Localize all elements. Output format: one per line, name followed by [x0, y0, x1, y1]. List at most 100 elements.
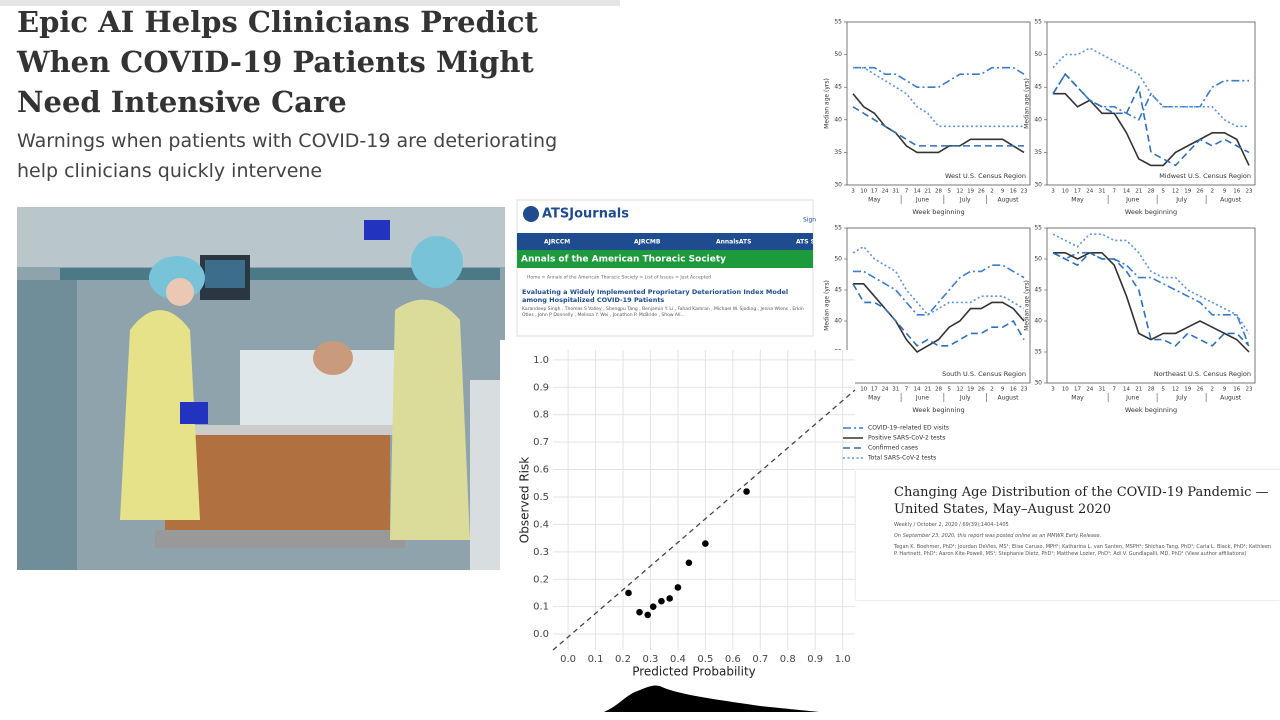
y-tick-label: 40 [834, 318, 842, 325]
x-tick-label: 16 [1010, 387, 1017, 393]
point [674, 584, 682, 591]
x-tick-label: 17 [1074, 387, 1081, 393]
month-label: July [1175, 197, 1187, 204]
x-tick-label: 19 [1184, 387, 1191, 393]
y-tick-label: 50 [1034, 51, 1042, 58]
month-label: June [915, 197, 929, 204]
x-tick-label: 0.3 [643, 654, 659, 665]
region-label: Northeast U.S. Census Region [1154, 370, 1251, 378]
y-tick-label: 0.4 [533, 519, 549, 530]
nav-item[interactable]: AJRCMB [634, 239, 661, 246]
x-tick-label: 5 [947, 189, 951, 195]
sign-in[interactable]: Sign [803, 217, 816, 224]
headline: Epic AI Helps Clinicians Predict When CO… [17, 5, 538, 119]
point [649, 603, 657, 610]
x-tick-label: 3 [1051, 387, 1055, 393]
y-axis-title: Median age (yrs) [1024, 280, 1031, 331]
x-tick-label: 0.0 [560, 654, 576, 665]
series-line [852, 106, 1024, 147]
y-tick-label: 0.7 [533, 437, 549, 448]
x-tick-label: 2 [990, 189, 994, 195]
x-tick-label: 0.6 [725, 654, 741, 665]
x-tick-label: 31 [1099, 189, 1106, 195]
journal-screenshot: ATSJournals Sign AJRCCM AJRCMB AnnalsATS… [516, 199, 816, 337]
month-label: June [915, 395, 929, 402]
series-line [853, 283, 1025, 354]
y-tick-label: 45 [834, 287, 842, 294]
x-tick-label: 0.8 [780, 654, 796, 665]
article-title[interactable]: Evaluating a Widely Implemented Propriet… [522, 288, 789, 304]
legend-label: COVID-19–related ED visits [868, 425, 949, 432]
y-axis-title: Median age (yrs) [1024, 78, 1031, 129]
x-tick-label: 24 [1086, 189, 1093, 195]
y-tick-label: 50 [1034, 256, 1042, 263]
y-tick-label: 0.8 [533, 410, 549, 421]
month-label: May [868, 197, 881, 204]
y-tick-label: 55 [1034, 19, 1042, 26]
plot-frame [1046, 227, 1256, 384]
region-label: Midwest U.S. Census Region [1159, 172, 1251, 180]
x-tick-label: 0.2 [615, 654, 631, 665]
x-tick-label: 9 [1223, 387, 1227, 393]
x-tick-label: 7 [1113, 189, 1117, 195]
x-tick-label: 28 [1148, 387, 1155, 393]
nav-item[interactable]: ATS S [796, 239, 815, 246]
nav-item[interactable]: AJRCCM [544, 239, 570, 246]
x-tick-label: 16 [1010, 189, 1017, 195]
x-tick-label: 31 [892, 387, 899, 393]
x-tick-label: 0.5 [697, 654, 713, 665]
x-tick-label: 24 [882, 189, 889, 195]
subheadline: Warnings when patients with COVID-19 are… [17, 130, 558, 182]
breadcrumb: Home > Annals of the American Thoracic S… [527, 275, 711, 281]
series-line [853, 264, 1025, 316]
plot-frame [846, 227, 1031, 384]
x-tick-label: 21 [1135, 189, 1142, 195]
plot-frame [1046, 21, 1256, 186]
x-tick-label: 26 [978, 189, 985, 195]
y-tick-label: 45 [1034, 84, 1042, 91]
x-tick-label: 0.4 [670, 654, 686, 665]
x-tick-label: 2 [1211, 387, 1215, 393]
x-tick-label: 14 [914, 387, 921, 393]
x-tick-label: 12 [956, 387, 963, 393]
month-label: June [1125, 197, 1139, 204]
x-tick-label: 31 [892, 189, 899, 195]
series-line [1052, 251, 1250, 347]
month-label: June [1125, 395, 1139, 402]
month-label: August [997, 395, 1019, 402]
y-tick-label: 55 [834, 19, 842, 26]
month-label: July [959, 395, 971, 402]
y-tick-label: 0.6 [533, 465, 549, 476]
legend-label: Total SARS-CoV-2 tests [867, 455, 936, 462]
legend-label: Confirmed cases [868, 445, 918, 452]
x-tick-label: 12 [1172, 387, 1179, 393]
x-axis-title: Week beginning [912, 406, 964, 414]
x-tick-label: 1.0 [835, 654, 851, 665]
y-tick-label: 35 [1034, 349, 1042, 356]
month-label: May [1071, 197, 1084, 204]
x-tick-label: 9 [1223, 189, 1227, 195]
month-label: July [1175, 395, 1187, 402]
x-tick-label: 5 [1162, 387, 1166, 393]
nav-item[interactable]: AnnalsATS [716, 239, 751, 246]
y-tick-label: 0.3 [533, 547, 549, 558]
x-tick-label: 12 [1172, 189, 1179, 195]
x-tick-label: 28 [935, 189, 942, 195]
y-tick-label: 1.0 [533, 355, 549, 366]
x-tick-label: 26 [978, 387, 985, 393]
x-axis-title: Predicted Probability [632, 665, 756, 679]
x-tick-label: 23 [1021, 189, 1028, 195]
x-tick-label: 14 [914, 189, 921, 195]
series-line [1052, 233, 1250, 334]
x-tick-label: 10 [1062, 387, 1069, 393]
y-tick-label: 30 [1034, 380, 1042, 387]
x-tick-label: 2 [1211, 189, 1215, 195]
series-line [1052, 252, 1250, 347]
report-title: Changing Age Distribution of the COVID-1… [894, 485, 1269, 517]
y-tick-label: 40 [1034, 116, 1042, 123]
x-tick-label: 5 [947, 387, 951, 393]
x-tick-label: 16 [1233, 189, 1240, 195]
x-tick-label: 9 [1001, 387, 1005, 393]
photo [17, 207, 505, 570]
